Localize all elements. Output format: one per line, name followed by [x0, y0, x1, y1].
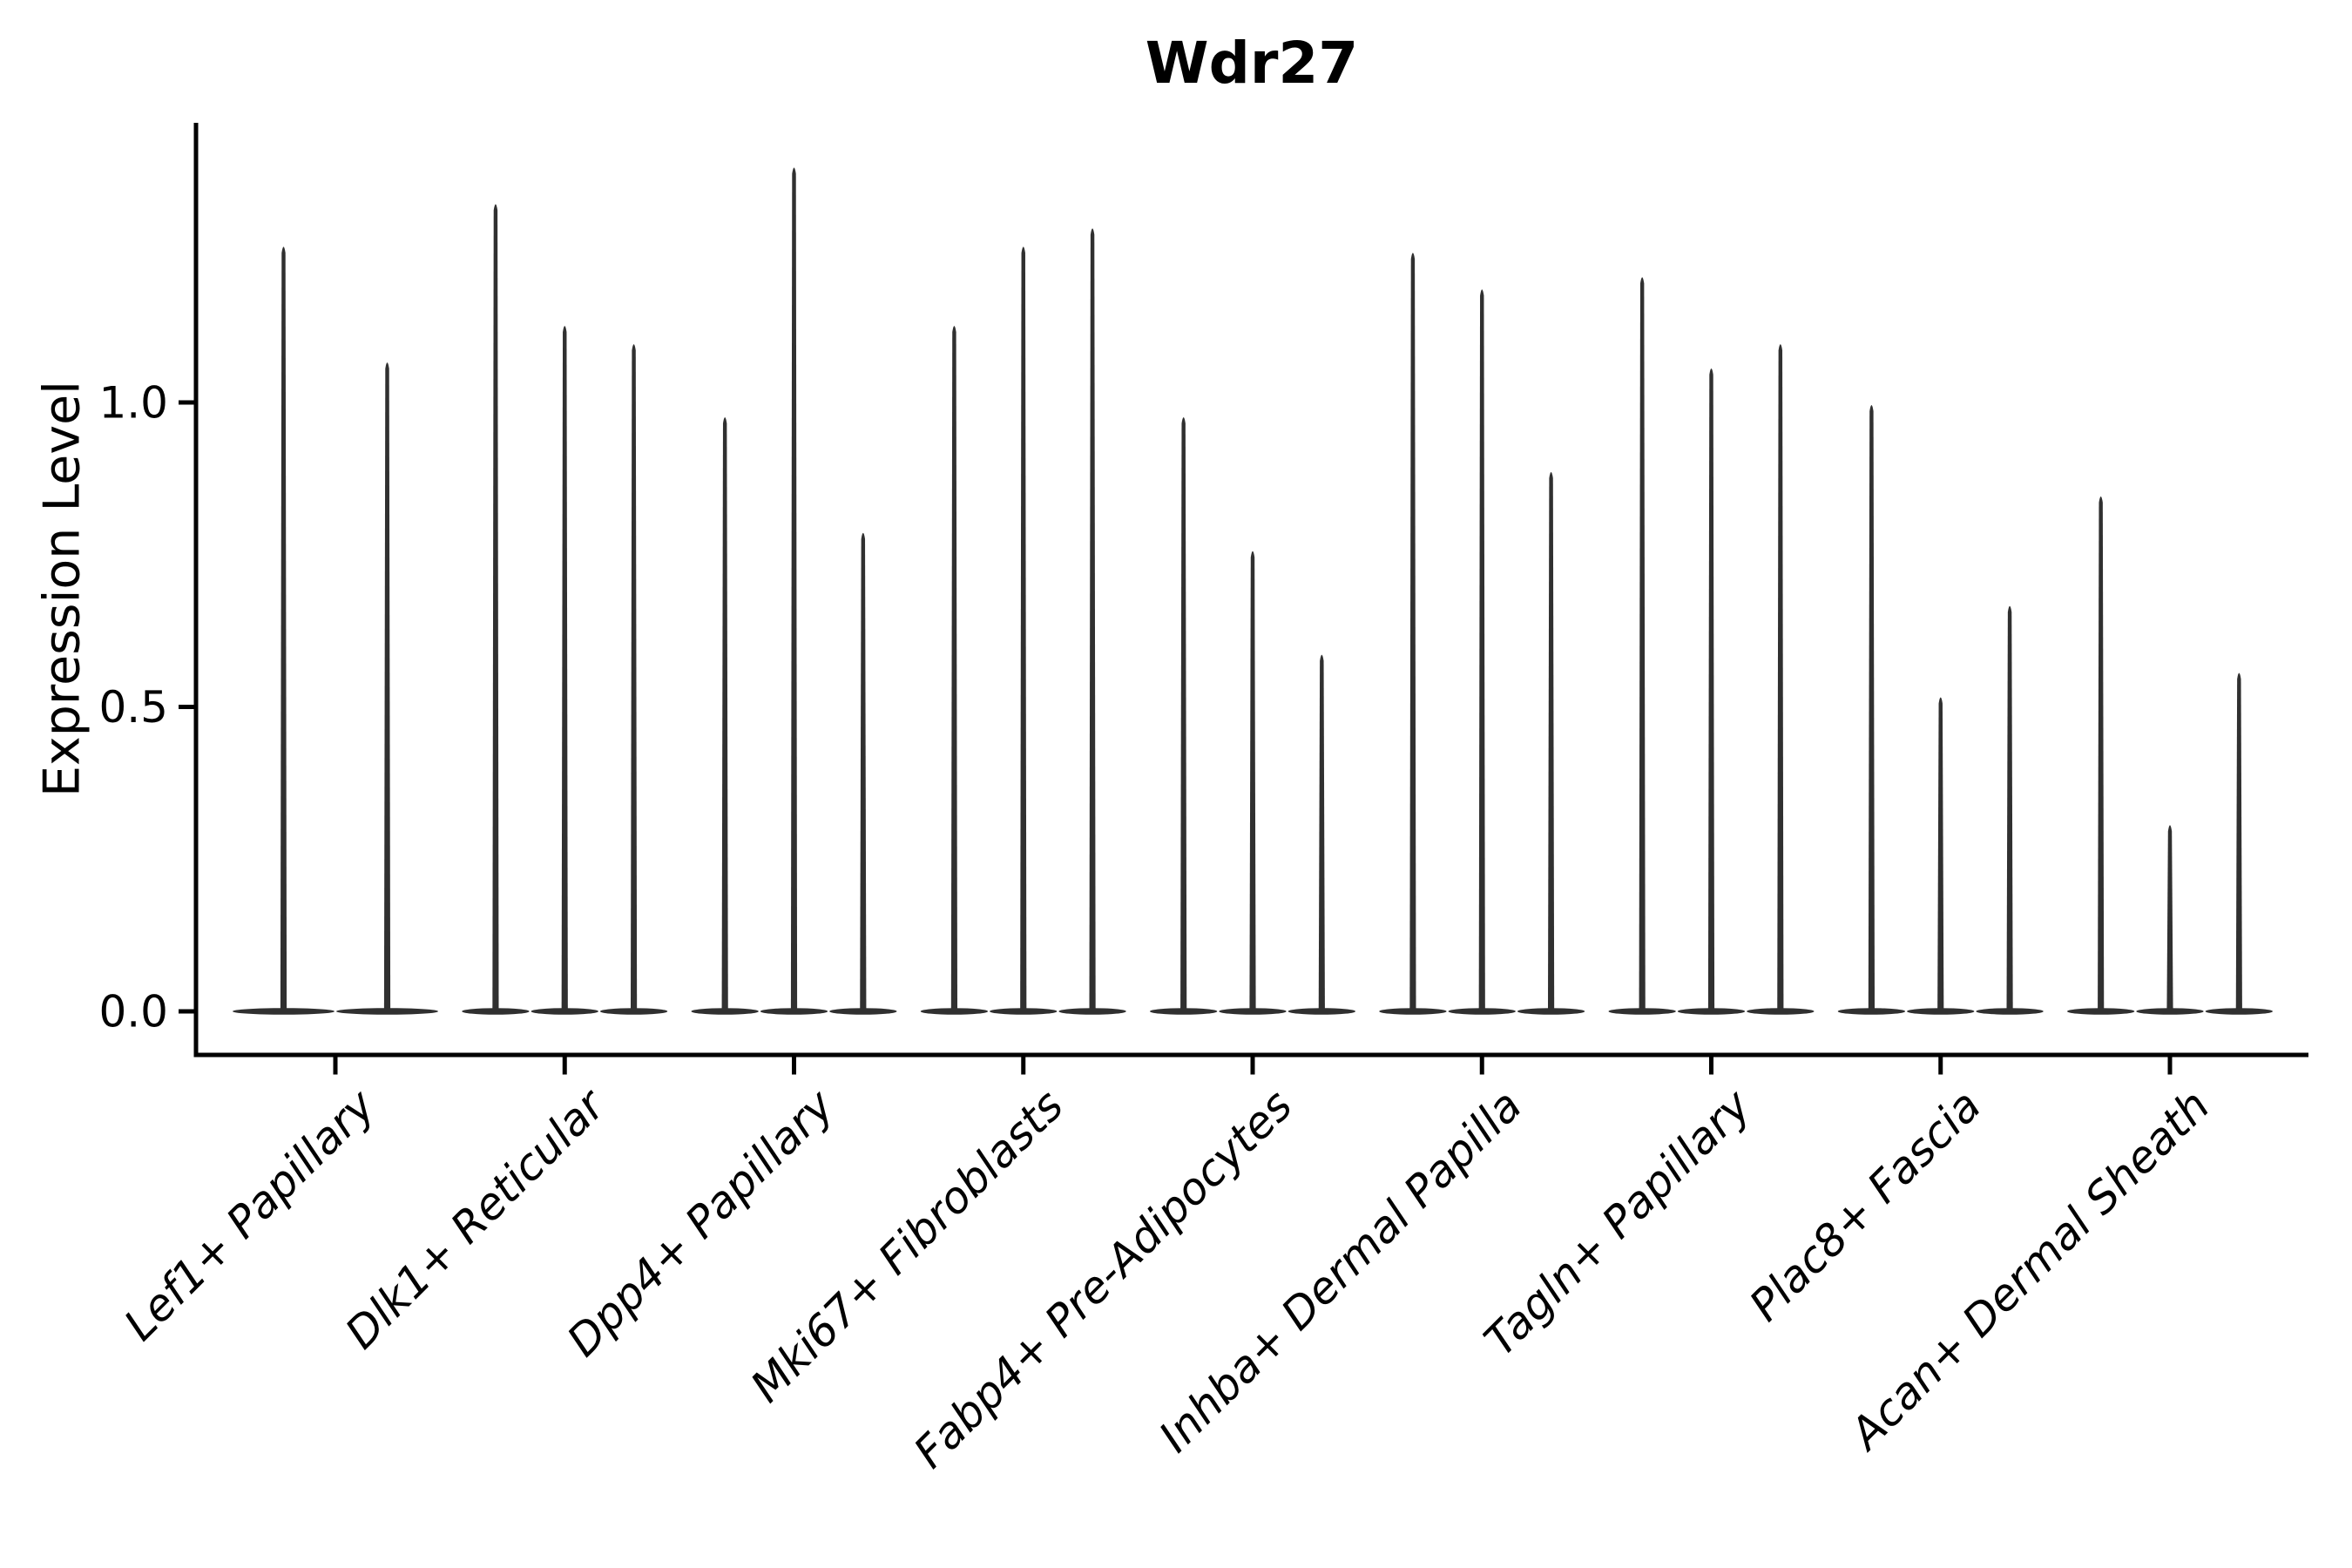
violin-spike — [1478, 289, 1485, 1013]
violin-spike — [1020, 247, 1027, 1013]
violin-spike — [1639, 277, 1646, 1014]
violin-spike — [1249, 551, 1256, 1013]
plot-title: Wdr27 — [1145, 30, 1359, 97]
violin-spike — [2006, 605, 2013, 1013]
violin-spike — [561, 326, 568, 1013]
y-tick-label: 0.5 — [98, 682, 168, 733]
y-tick-label: 1.0 — [98, 378, 168, 429]
violin-spike — [1707, 368, 1715, 1013]
violin-spike — [2235, 672, 2242, 1013]
violin-spike — [1937, 697, 1944, 1013]
violin-spike — [1868, 405, 1876, 1013]
violin-spike — [1409, 253, 1416, 1013]
y-tick-label: 0.0 — [98, 987, 168, 1037]
violin-spike — [2098, 496, 2105, 1013]
violin-spike — [1089, 228, 1096, 1013]
violin-spike — [2166, 825, 2173, 1013]
violin-spike — [860, 532, 867, 1013]
violin-spike — [630, 344, 638, 1014]
violin-spike — [1180, 416, 1187, 1014]
violin-spike — [1547, 471, 1555, 1013]
violin-spike — [950, 326, 958, 1013]
violin-spike — [383, 362, 391, 1013]
violin-spike — [1777, 344, 1784, 1014]
violin-spike — [492, 204, 499, 1013]
violin-spike — [790, 167, 798, 1013]
violin-spike — [1318, 654, 1325, 1013]
violin-spike — [280, 247, 287, 1013]
violin-spike — [721, 416, 728, 1014]
